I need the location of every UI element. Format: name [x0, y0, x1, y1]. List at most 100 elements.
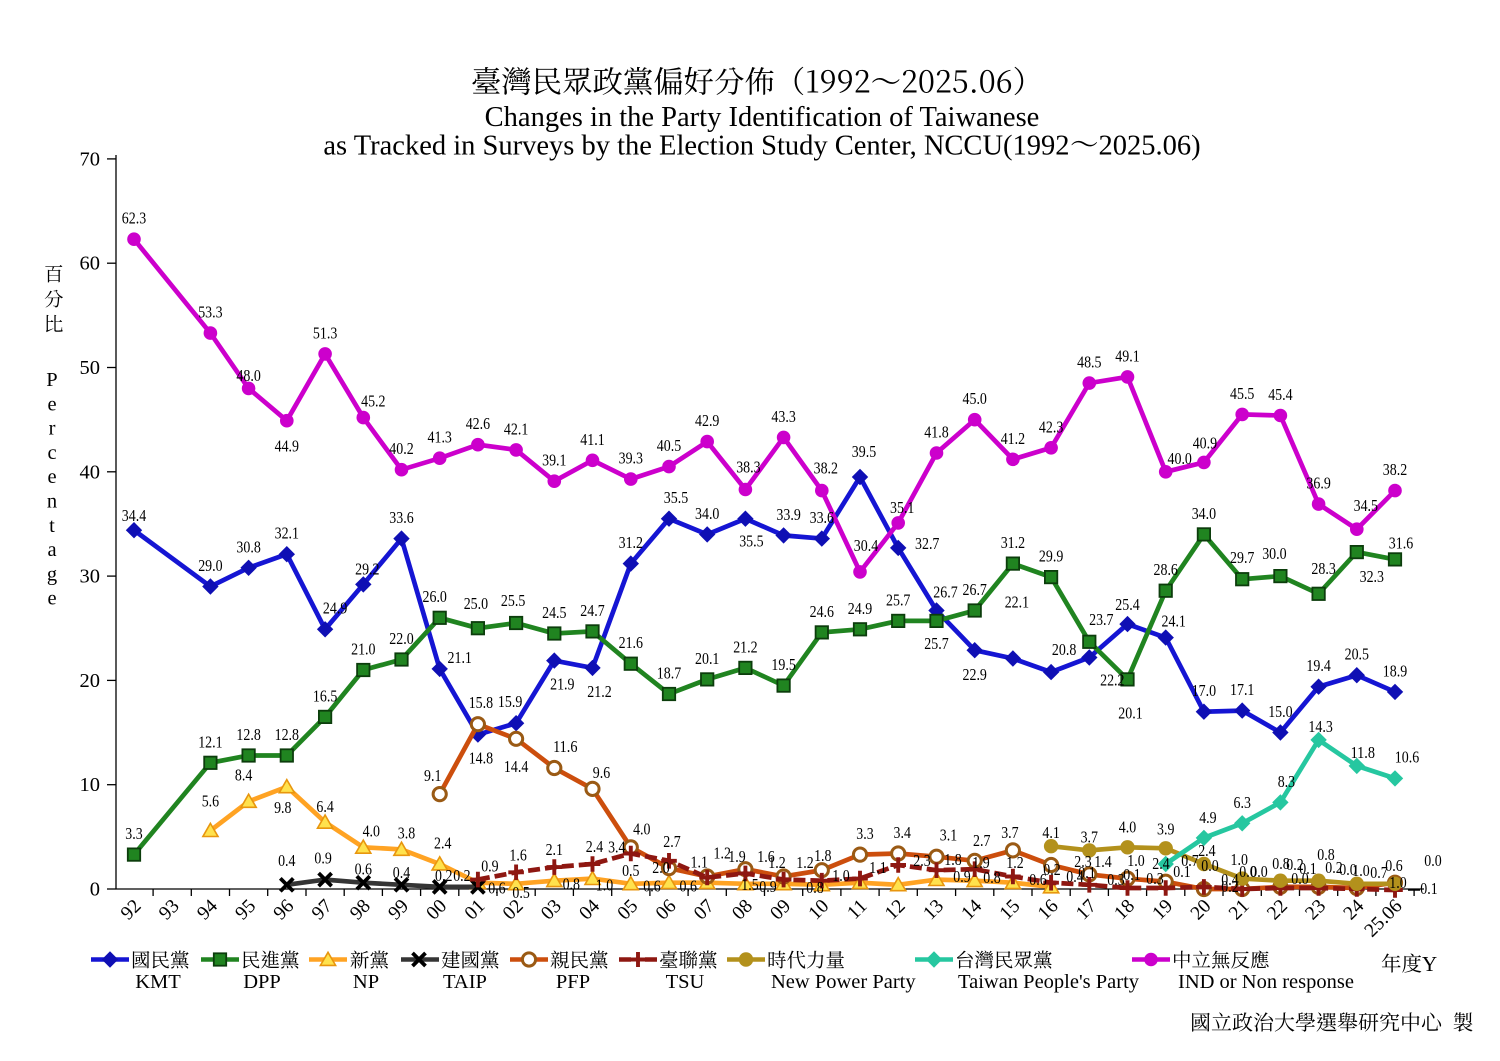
svg-text:30.4: 30.4: [854, 536, 879, 555]
svg-text:22.0: 22.0: [389, 629, 413, 648]
svg-text:Taiwan People's Party: Taiwan People's Party: [958, 971, 1140, 993]
svg-text:1.2: 1.2: [1006, 853, 1023, 872]
svg-text:1.0: 1.0: [1127, 851, 1144, 870]
svg-text:42.9: 42.9: [695, 411, 719, 430]
svg-text:28.6: 28.6: [1154, 560, 1178, 579]
svg-text:n: n: [47, 491, 57, 513]
svg-text:5.6: 5.6: [202, 792, 219, 811]
svg-text:31.2: 31.2: [619, 533, 643, 552]
svg-text:29.7: 29.7: [1230, 548, 1255, 567]
svg-text:0.9: 0.9: [314, 849, 331, 868]
svg-text:0.1: 0.1: [1420, 879, 1437, 898]
svg-text:30.0: 30.0: [1262, 544, 1286, 563]
svg-text:62.3: 62.3: [122, 209, 146, 228]
svg-text:0.6: 0.6: [643, 877, 660, 896]
svg-text:42.1: 42.1: [504, 419, 528, 438]
svg-text:40.2: 40.2: [389, 439, 413, 458]
svg-text:1.2: 1.2: [796, 853, 813, 872]
svg-text:0.6: 0.6: [355, 860, 372, 879]
svg-text:17.1: 17.1: [1230, 680, 1254, 699]
svg-text:1.4: 1.4: [1094, 852, 1112, 871]
svg-text:1.1: 1.1: [691, 853, 708, 872]
svg-text:0.1: 0.1: [1173, 862, 1190, 881]
svg-text:32.1: 32.1: [275, 524, 299, 543]
svg-text:Y: Y: [1422, 952, 1437, 976]
svg-text:49.1: 49.1: [1115, 346, 1139, 365]
svg-text:6.4: 6.4: [316, 797, 334, 816]
svg-text:10: 10: [80, 774, 101, 796]
svg-text:22.1: 22.1: [1005, 593, 1029, 612]
svg-text:29.2: 29.2: [355, 559, 379, 578]
svg-text:39.5: 39.5: [852, 442, 876, 461]
svg-text:3.4: 3.4: [608, 838, 626, 857]
svg-text:r: r: [49, 418, 56, 440]
svg-text:0.0: 0.0: [1291, 869, 1308, 888]
svg-text:1.1: 1.1: [869, 858, 886, 877]
svg-text:8.4: 8.4: [235, 765, 253, 784]
svg-text:New Power Party: New Power Party: [771, 971, 916, 993]
svg-text:0.4: 0.4: [1066, 867, 1084, 886]
svg-text:32.7: 32.7: [915, 534, 940, 553]
svg-text:41.8: 41.8: [924, 423, 948, 442]
svg-text:9.1: 9.1: [424, 766, 441, 785]
svg-text:21.1: 21.1: [448, 648, 472, 667]
svg-text:DPP: DPP: [243, 971, 281, 993]
svg-text:0.2: 0.2: [453, 866, 470, 885]
svg-text:0.9: 0.9: [953, 867, 970, 886]
svg-text:25.7: 25.7: [886, 590, 911, 609]
svg-text:0.5: 0.5: [512, 883, 529, 902]
svg-text:3.9: 3.9: [1157, 819, 1174, 838]
svg-text:41.3: 41.3: [428, 428, 452, 447]
svg-text:0.1: 0.1: [1299, 859, 1316, 878]
svg-text:42.3: 42.3: [1039, 417, 1063, 436]
svg-text:12.8: 12.8: [236, 725, 260, 744]
svg-text:40.0: 40.0: [1168, 449, 1192, 468]
svg-text:0.6: 0.6: [1029, 870, 1046, 889]
svg-text:1.8: 1.8: [814, 846, 831, 865]
svg-text:50: 50: [80, 357, 101, 379]
svg-text:0.2: 0.2: [1286, 855, 1303, 874]
svg-text:0.4: 0.4: [1221, 870, 1239, 889]
svg-text:39.3: 39.3: [619, 449, 643, 468]
svg-text:31.2: 31.2: [1001, 533, 1025, 552]
svg-text:15.8: 15.8: [469, 693, 493, 712]
svg-text:9.6: 9.6: [593, 763, 610, 782]
svg-text:45.5: 45.5: [1230, 384, 1254, 403]
svg-text:35.5: 35.5: [739, 532, 763, 551]
svg-text:0.7: 0.7: [1181, 851, 1199, 870]
svg-text:2.4: 2.4: [1152, 854, 1170, 873]
svg-text:2.4: 2.4: [434, 834, 452, 853]
svg-text:40.5: 40.5: [657, 436, 681, 455]
svg-text:1.9: 1.9: [972, 853, 989, 872]
svg-text:Changes in the Party Identific: Changes in the Party Identification of T…: [485, 102, 1040, 133]
svg-text:10.6: 10.6: [1395, 747, 1419, 766]
svg-text:34.0: 34.0: [1192, 504, 1216, 523]
svg-text:e: e: [47, 393, 56, 415]
svg-text:3.3: 3.3: [125, 824, 142, 843]
svg-text:45.4: 45.4: [1268, 385, 1293, 404]
svg-text:19.5: 19.5: [771, 655, 795, 674]
svg-text:3.1: 3.1: [940, 826, 957, 845]
svg-text:0.0: 0.0: [1239, 862, 1256, 881]
svg-text:26.7: 26.7: [933, 583, 958, 602]
svg-text:26.0: 26.0: [423, 587, 447, 606]
svg-text:4.0: 4.0: [363, 821, 380, 840]
svg-text:PFP: PFP: [556, 971, 590, 993]
svg-text:15.0: 15.0: [1268, 702, 1292, 721]
svg-text:34.0: 34.0: [695, 504, 719, 523]
svg-text:18.7: 18.7: [657, 664, 682, 683]
svg-text:25.5: 25.5: [501, 591, 525, 610]
svg-text:1.0: 1.0: [596, 876, 613, 895]
svg-text:48.5: 48.5: [1077, 353, 1101, 372]
svg-text:0.2: 0.2: [1325, 858, 1342, 877]
svg-text:0.2: 0.2: [435, 866, 452, 885]
svg-text:0.0: 0.0: [1424, 851, 1441, 870]
svg-text:1.6: 1.6: [757, 847, 774, 866]
svg-text:20: 20: [80, 670, 101, 692]
svg-text:a: a: [47, 539, 56, 561]
svg-text:1.0: 1.0: [832, 866, 849, 885]
svg-text:0.6: 0.6: [1385, 856, 1402, 875]
svg-text:20.5: 20.5: [1345, 645, 1369, 664]
svg-text:TAIP: TAIP: [443, 971, 487, 993]
svg-text:1.9: 1.9: [728, 847, 745, 866]
